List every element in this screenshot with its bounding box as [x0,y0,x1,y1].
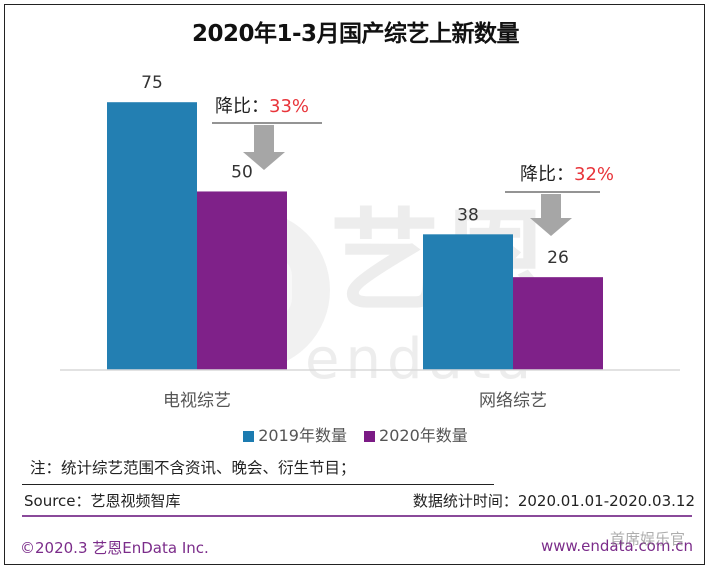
legend-swatch-2019 [243,431,255,442]
decline-label: 降比： [215,96,269,117]
stat-time-text: 数据统计时间：2020.01.01-2020.03.12 [412,492,695,510]
bar-2019-0 [107,102,197,370]
bars-group [107,102,603,370]
bar-2020-1 [513,277,603,370]
legend-label-2020: 2020年数量 [379,426,468,445]
data-label: 26 [547,248,569,268]
labels-group: 75 50 电视综艺 38 26 网络综艺 [141,73,569,411]
legend: 2019年数量 2020年数量 [0,422,711,446]
footnote: 注：统计综艺范围不含资讯、晚会、衍生节目； [30,459,356,477]
source-text: Source：艺恩视频智库 [24,492,181,510]
decline-annotation: 降比：33% [215,96,309,117]
bar-2020-0 [197,191,287,370]
legend-swatch-2020 [364,431,376,442]
website-link[interactable]: www.endata.com.cn [540,537,693,555]
overlay-watermark: 首席娱乐官 [609,530,685,548]
decline-annotation: 降比：32% [520,164,614,185]
divider-source [22,515,692,517]
copyright-text: ©2020.3 艺恩EnData Inc. [20,539,209,557]
x-tick-label: 网络综艺 [479,391,547,411]
legend-item-2020: 2020年数量 [364,422,468,446]
decline-value: 32% [574,164,614,185]
annotations-group: 降比：33%降比：32% [212,96,614,236]
data-label: 75 [141,73,163,93]
x-tick-label: 电视综艺 [163,391,231,411]
legend-item-2019: 2019年数量 [243,422,347,446]
down-arrow-icon [243,125,285,170]
decline-value: 33% [269,96,309,117]
chart-title: 2020年1-3月国产综艺上新数量 [191,21,520,47]
bar-2019-1 [423,234,513,370]
legend-label-2019: 2019年数量 [258,426,347,445]
data-label: 38 [457,205,479,225]
down-arrow-icon [530,194,572,236]
data-label: 50 [231,162,253,182]
decline-label: 降比： [520,164,574,185]
divider-note [22,484,494,485]
